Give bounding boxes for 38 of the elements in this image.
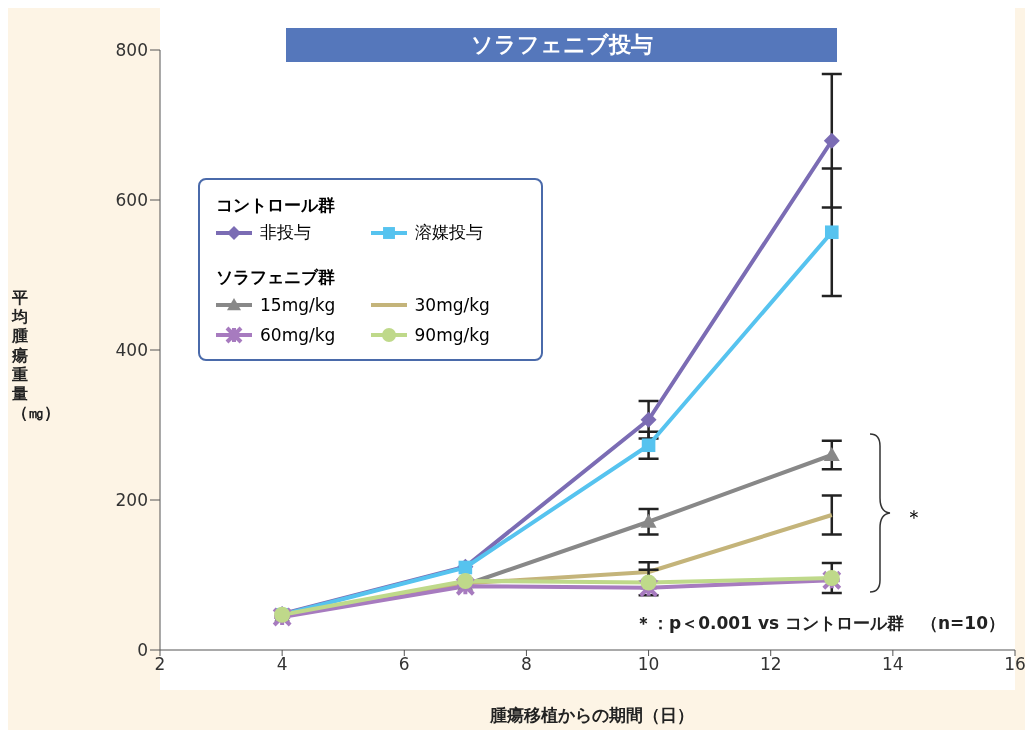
legend-label: 30mg/kg (414, 295, 490, 315)
point (823, 570, 840, 586)
legend-label: 90mg/kg (414, 325, 490, 345)
legend-label: 15mg/kg (260, 295, 336, 315)
annotation: コントロール群 (216, 194, 336, 217)
y-tick-label: 800 (115, 40, 148, 61)
x-tick-label: 14 (882, 654, 904, 675)
legend-label: 非投与 (260, 221, 311, 244)
annotation: ソラフェニブ投与 (470, 31, 653, 59)
point (821, 570, 842, 591)
point (640, 513, 657, 528)
point (824, 225, 839, 240)
point (638, 577, 659, 598)
annotation: ＊：p＜0.001 vs コントロール群 （n=10） (635, 612, 1005, 635)
y-axis-title: 平均腫瘍重量（㎎） (12, 288, 60, 423)
y-tick-label: 0 (137, 640, 148, 661)
y-tick-label: 200 (115, 490, 148, 511)
x-tick-label: 16 (1004, 654, 1026, 675)
point (455, 576, 476, 597)
x-tick-label: 8 (521, 654, 532, 675)
x-tick-label: 12 (759, 654, 782, 675)
legend-label: 60mg/kg (260, 325, 336, 345)
x-tick-label: 4 (276, 654, 288, 675)
annotation: ソラフェニブ群 (216, 266, 336, 289)
annotation: ＊ (904, 504, 924, 531)
x-tick-label: 2 (154, 654, 166, 675)
y-tick-label: 600 (115, 190, 148, 211)
x-tick-label: 10 (637, 654, 660, 675)
point (640, 574, 657, 591)
y-tick-label: 400 (115, 340, 148, 361)
x-tick-label: 6 (398, 654, 410, 675)
point (823, 447, 840, 461)
legend-label: 溶媒投与 (414, 221, 483, 244)
dosing-period-banner: ソラフェニブ投与 (286, 28, 837, 62)
point (641, 438, 656, 453)
point (640, 411, 657, 428)
point (823, 132, 840, 149)
x-axis-title: 腫瘍移植からの期間（日） (488, 704, 695, 727)
